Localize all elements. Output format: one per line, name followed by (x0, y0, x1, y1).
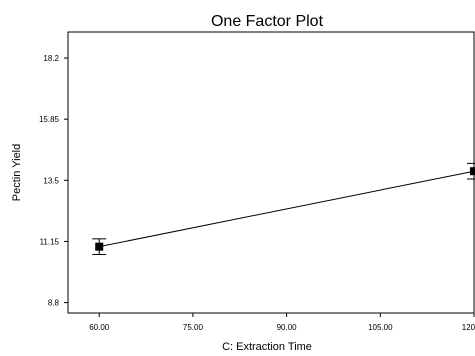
x-axis-label: C: Extraction Time (222, 341, 312, 353)
x-tick-label: 75.00 (183, 323, 204, 332)
y-axis: 8.8 11.15 13.5 15.85 18.2 (39, 54, 68, 308)
y-tick-label: 18.2 (43, 54, 59, 63)
y-tick-label: 8.8 (48, 299, 60, 308)
x-axis: 60.00 75.00 90.00 105.00 120.00 (89, 313, 475, 332)
data-point (470, 167, 475, 176)
x-tick-label: 105.00 (368, 323, 393, 332)
series-line (99, 170, 475, 248)
plot-area (67, 31, 475, 314)
y-axis-label: Pectin Yield (11, 144, 23, 201)
x-tick-label: 60.00 (89, 323, 110, 332)
x-tick-label: 90.00 (277, 323, 298, 332)
x-tick-label: 120.00 (462, 323, 475, 332)
y-tick-label: 13.5 (43, 176, 59, 185)
y-tick-label: 15.85 (39, 115, 60, 124)
series-group (92, 162, 475, 255)
y-tick-label: 11.15 (40, 237, 60, 246)
data-point (95, 242, 104, 251)
chart-title: One Factor Plot (211, 13, 324, 30)
